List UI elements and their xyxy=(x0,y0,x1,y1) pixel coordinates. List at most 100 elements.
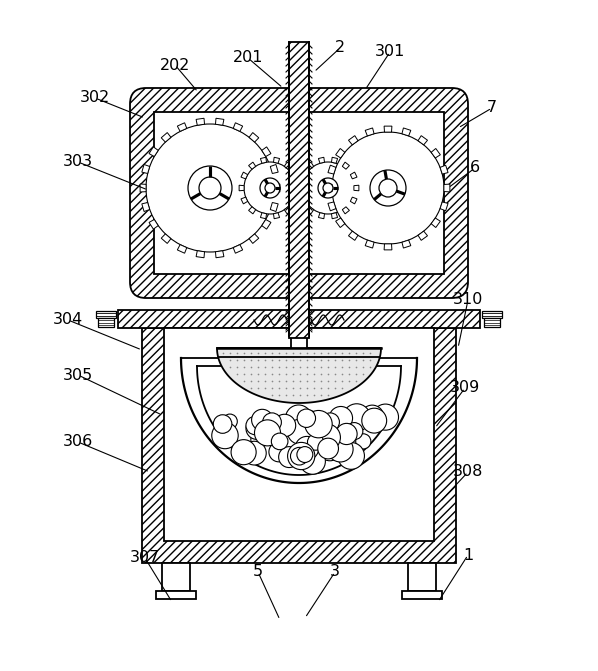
Polygon shape xyxy=(249,207,256,214)
Polygon shape xyxy=(296,185,301,191)
Polygon shape xyxy=(384,126,392,132)
Polygon shape xyxy=(342,162,349,169)
Bar xyxy=(482,311,502,318)
Bar xyxy=(291,336,307,348)
Polygon shape xyxy=(181,358,417,483)
Polygon shape xyxy=(241,172,248,179)
Polygon shape xyxy=(249,162,256,169)
Circle shape xyxy=(265,183,275,193)
Polygon shape xyxy=(233,245,243,253)
Bar xyxy=(154,112,444,274)
Polygon shape xyxy=(149,219,158,229)
Polygon shape xyxy=(274,184,280,192)
Polygon shape xyxy=(335,218,345,227)
Polygon shape xyxy=(365,128,374,136)
Circle shape xyxy=(306,452,323,468)
Polygon shape xyxy=(402,240,411,248)
Polygon shape xyxy=(318,157,325,163)
Polygon shape xyxy=(354,185,359,191)
Text: 304: 304 xyxy=(53,313,83,327)
Circle shape xyxy=(338,442,364,469)
Bar xyxy=(164,328,434,541)
Text: 306: 306 xyxy=(63,435,93,450)
Polygon shape xyxy=(350,172,357,179)
Polygon shape xyxy=(215,251,224,258)
Polygon shape xyxy=(307,207,314,214)
Circle shape xyxy=(288,442,315,470)
Circle shape xyxy=(273,414,295,437)
Text: 310: 310 xyxy=(453,293,483,307)
Circle shape xyxy=(276,429,297,450)
Circle shape xyxy=(318,436,342,461)
Polygon shape xyxy=(331,157,338,163)
Text: 201: 201 xyxy=(233,50,263,66)
Circle shape xyxy=(213,415,232,433)
Polygon shape xyxy=(418,231,428,240)
Text: 6: 6 xyxy=(470,160,480,176)
Text: 308: 308 xyxy=(453,464,483,480)
Circle shape xyxy=(302,162,354,214)
Polygon shape xyxy=(140,184,146,192)
Polygon shape xyxy=(178,123,187,132)
Polygon shape xyxy=(260,213,267,219)
Polygon shape xyxy=(270,203,278,211)
Circle shape xyxy=(271,433,288,450)
Bar xyxy=(402,591,442,599)
Text: 302: 302 xyxy=(80,91,110,105)
Circle shape xyxy=(305,411,332,438)
Polygon shape xyxy=(402,128,411,136)
Polygon shape xyxy=(292,197,299,204)
Polygon shape xyxy=(241,197,248,204)
Circle shape xyxy=(307,434,324,450)
Polygon shape xyxy=(262,147,271,156)
Polygon shape xyxy=(161,133,171,142)
Polygon shape xyxy=(239,185,244,191)
Text: 307: 307 xyxy=(130,550,160,566)
Text: 3: 3 xyxy=(330,564,340,580)
Circle shape xyxy=(346,423,363,440)
Text: 5: 5 xyxy=(253,564,263,580)
Polygon shape xyxy=(142,164,150,174)
Polygon shape xyxy=(233,123,243,132)
Bar xyxy=(289,308,309,336)
Circle shape xyxy=(323,183,333,193)
Circle shape xyxy=(255,420,280,446)
Circle shape xyxy=(291,448,308,465)
Circle shape xyxy=(251,431,267,448)
Polygon shape xyxy=(331,213,338,219)
Text: 202: 202 xyxy=(160,58,190,72)
Polygon shape xyxy=(215,118,224,125)
Polygon shape xyxy=(384,244,392,250)
Polygon shape xyxy=(299,197,306,204)
FancyBboxPatch shape xyxy=(130,88,468,298)
Text: 7: 7 xyxy=(487,101,497,115)
Circle shape xyxy=(231,440,256,465)
Polygon shape xyxy=(178,245,187,253)
Polygon shape xyxy=(149,147,158,156)
Polygon shape xyxy=(284,162,291,169)
Polygon shape xyxy=(196,251,205,258)
Circle shape xyxy=(285,405,312,431)
Text: 1: 1 xyxy=(463,548,473,562)
Polygon shape xyxy=(273,213,280,219)
Text: 305: 305 xyxy=(63,368,93,382)
Polygon shape xyxy=(299,172,306,179)
Polygon shape xyxy=(418,136,428,145)
Circle shape xyxy=(336,423,357,445)
Circle shape xyxy=(188,166,232,210)
Bar xyxy=(156,591,196,599)
Bar xyxy=(142,328,456,563)
Circle shape xyxy=(318,178,338,198)
Circle shape xyxy=(313,424,340,451)
Polygon shape xyxy=(307,162,314,169)
Polygon shape xyxy=(365,240,374,248)
Bar xyxy=(96,311,116,318)
Polygon shape xyxy=(262,219,271,229)
Polygon shape xyxy=(335,148,345,158)
Circle shape xyxy=(244,162,296,214)
Polygon shape xyxy=(440,165,448,174)
Circle shape xyxy=(300,449,325,474)
Polygon shape xyxy=(284,207,291,214)
Bar xyxy=(289,42,309,338)
Circle shape xyxy=(362,408,387,433)
